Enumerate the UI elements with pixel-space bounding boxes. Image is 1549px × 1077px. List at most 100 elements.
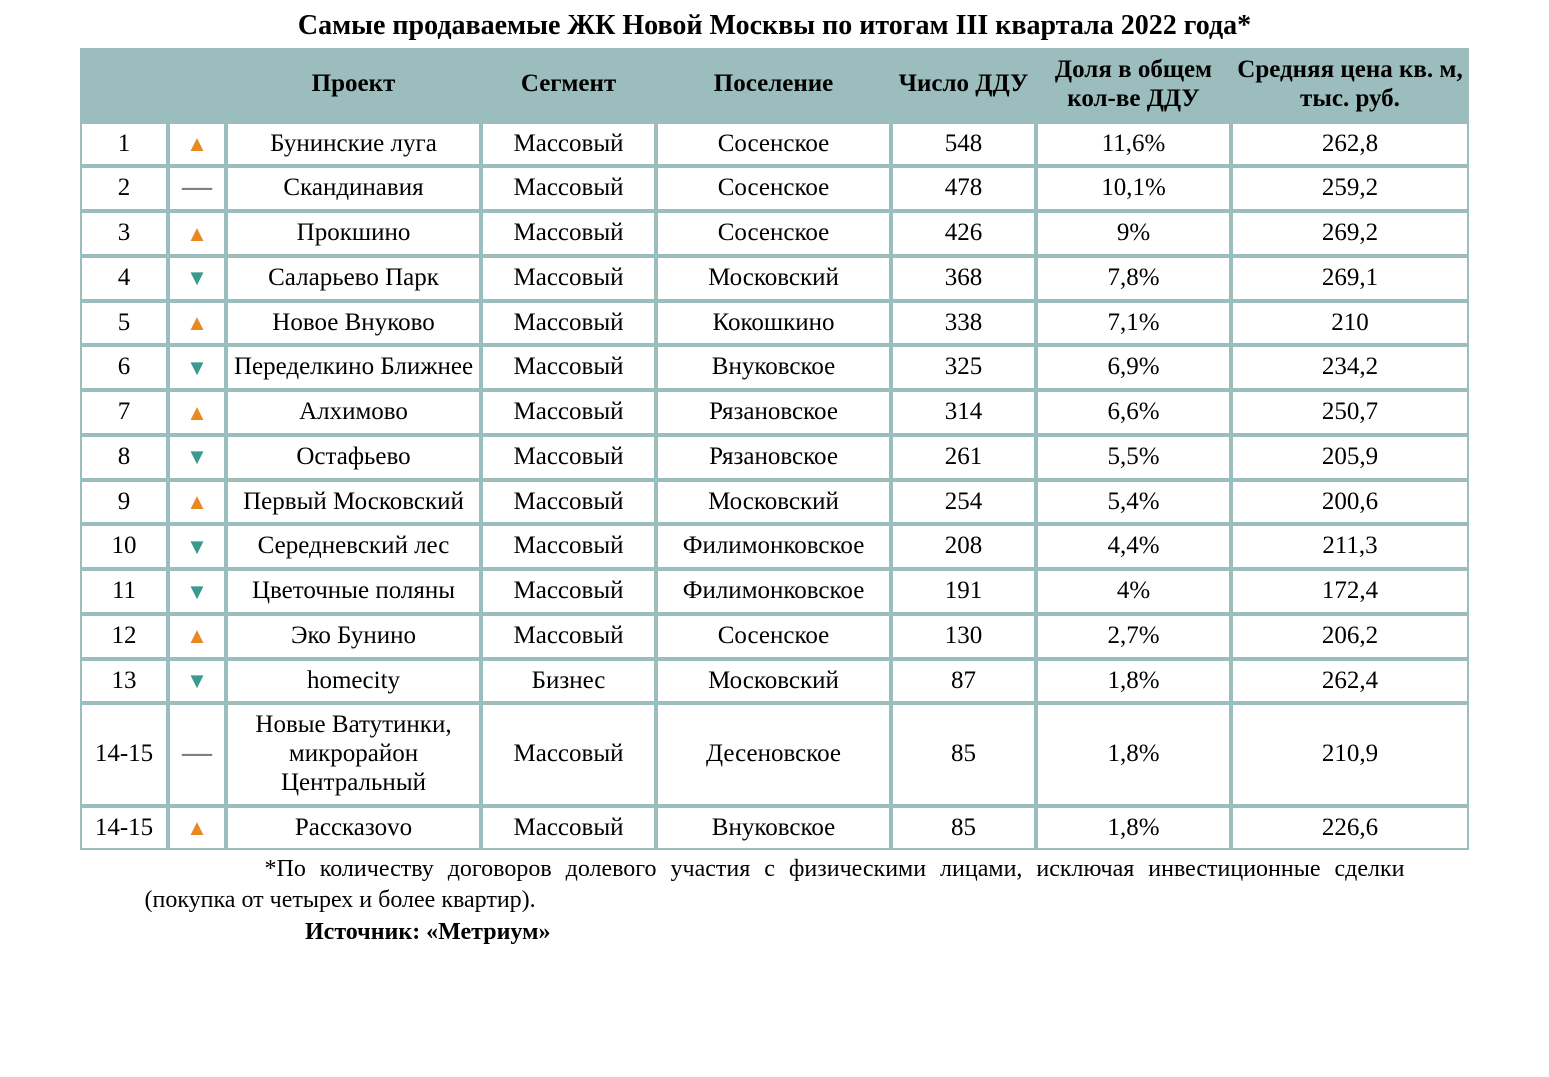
- cell-settlement: Сосенское: [656, 122, 891, 167]
- cell-project: Прокшино: [226, 211, 481, 256]
- table-row: 14-15—Новые Ватутинки, микрорайон Центра…: [80, 703, 1469, 805]
- cell-rank: 2: [80, 166, 168, 211]
- trend-up-icon: ▲: [186, 131, 208, 156]
- cell-settlement: Кокошкино: [656, 301, 891, 346]
- cell-rank: 3: [80, 211, 168, 256]
- cell-share: 7,1%: [1036, 301, 1231, 346]
- cell-price: 211,3: [1231, 524, 1469, 569]
- cell-price: 262,4: [1231, 659, 1469, 704]
- cell-share: 1,8%: [1036, 659, 1231, 704]
- cell-ddu: 85: [891, 703, 1036, 805]
- cell-rank: 4: [80, 256, 168, 301]
- cell-project: homecity: [226, 659, 481, 704]
- col-header-rank: [80, 48, 168, 122]
- cell-share: 6,9%: [1036, 345, 1231, 390]
- cell-ddu: 426: [891, 211, 1036, 256]
- cell-trend: ▲: [168, 122, 226, 167]
- cell-project: Скандинавия: [226, 166, 481, 211]
- cell-trend: ▲: [168, 390, 226, 435]
- cell-ddu: 478: [891, 166, 1036, 211]
- cell-share: 5,5%: [1036, 435, 1231, 480]
- cell-rank: 13: [80, 659, 168, 704]
- cell-project: Саларьево Парк: [226, 256, 481, 301]
- col-header-settlement: Поселение: [656, 48, 891, 122]
- col-header-project: Проект: [226, 48, 481, 122]
- cell-price: 205,9: [1231, 435, 1469, 480]
- cell-rank: 6: [80, 345, 168, 390]
- table-row: 4▼Саларьево ПаркМассовыйМосковский3687,8…: [80, 256, 1469, 301]
- cell-trend: ▼: [168, 435, 226, 480]
- trend-down-icon: ▼: [186, 668, 208, 693]
- cell-price: 234,2: [1231, 345, 1469, 390]
- cell-project: Первый Московский: [226, 480, 481, 525]
- cell-ddu: 261: [891, 435, 1036, 480]
- cell-ddu: 325: [891, 345, 1036, 390]
- cell-settlement: Московский: [656, 480, 891, 525]
- cell-settlement: Рязановское: [656, 390, 891, 435]
- table-row: 8▼ОстафьевоМассовыйРязановское2615,5%205…: [80, 435, 1469, 480]
- trend-same-icon: —: [182, 170, 212, 203]
- table-row: 7▲АлхимовоМассовыйРязановское3146,6%250,…: [80, 390, 1469, 435]
- col-header-trend: [168, 48, 226, 122]
- source-text: Источник: «Метриум»: [305, 919, 1529, 946]
- cell-trend: ▼: [168, 659, 226, 704]
- cell-rank: 11: [80, 569, 168, 614]
- cell-segment: Массовый: [481, 480, 656, 525]
- cell-rank: 9: [80, 480, 168, 525]
- trend-down-icon: ▼: [186, 444, 208, 469]
- col-header-segment: Сегмент: [481, 48, 656, 122]
- trend-up-icon: ▲: [186, 623, 208, 648]
- cell-rank: 5: [80, 301, 168, 346]
- table-row: 11▼Цветочные поляныМассовыйФилимонковско…: [80, 569, 1469, 614]
- cell-trend: ▲: [168, 806, 226, 851]
- cell-settlement: Московский: [656, 256, 891, 301]
- trend-up-icon: ▲: [186, 489, 208, 514]
- cell-project: Переделкино Ближнее: [226, 345, 481, 390]
- cell-trend: —: [168, 166, 226, 211]
- cell-settlement: Филимонковское: [656, 569, 891, 614]
- cell-share: 2,7%: [1036, 614, 1231, 659]
- cell-project: Эко Бунино: [226, 614, 481, 659]
- cell-project: Новое Внуково: [226, 301, 481, 346]
- cell-share: 10,1%: [1036, 166, 1231, 211]
- cell-share: 4,4%: [1036, 524, 1231, 569]
- cell-price: 200,6: [1231, 480, 1469, 525]
- cell-settlement: Сосенское: [656, 166, 891, 211]
- cell-share: 7,8%: [1036, 256, 1231, 301]
- cell-settlement: Сосенское: [656, 211, 891, 256]
- cell-price: 210,9: [1231, 703, 1469, 805]
- cell-price: 250,7: [1231, 390, 1469, 435]
- cell-project: Остафьево: [226, 435, 481, 480]
- trend-down-icon: ▼: [186, 579, 208, 604]
- cell-price: 226,6: [1231, 806, 1469, 851]
- table-title: Самые продаваемые ЖК Новой Москвы по ито…: [20, 10, 1529, 42]
- cell-trend: ▼: [168, 256, 226, 301]
- cell-project: Рассказоvо: [226, 806, 481, 851]
- cell-ddu: 548: [891, 122, 1036, 167]
- cell-project: Алхимово: [226, 390, 481, 435]
- table-row: 6▼Переделкино БлижнееМассовыйВнуковское3…: [80, 345, 1469, 390]
- trend-up-icon: ▲: [186, 310, 208, 335]
- cell-trend: ▼: [168, 345, 226, 390]
- cell-ddu: 191: [891, 569, 1036, 614]
- cell-trend: ▲: [168, 301, 226, 346]
- cell-price: 262,8: [1231, 122, 1469, 167]
- cell-price: 172,4: [1231, 569, 1469, 614]
- cell-settlement: Московский: [656, 659, 891, 704]
- cell-price: 259,2: [1231, 166, 1469, 211]
- col-header-ddu: Число ДДУ: [891, 48, 1036, 122]
- cell-rank: 10: [80, 524, 168, 569]
- cell-segment: Массовый: [481, 211, 656, 256]
- cell-trend: —: [168, 703, 226, 805]
- cell-rank: 8: [80, 435, 168, 480]
- table-row: 14-15▲РассказоvоМассовыйВнуковское851,8%…: [80, 806, 1469, 851]
- cell-project: Цветочные поляны: [226, 569, 481, 614]
- cell-segment: Массовый: [481, 345, 656, 390]
- table-row: 2—СкандинавияМассовыйСосенское47810,1%25…: [80, 166, 1469, 211]
- cell-segment: Бизнес: [481, 659, 656, 704]
- cell-trend: ▼: [168, 569, 226, 614]
- cell-settlement: Десеновское: [656, 703, 891, 805]
- trend-down-icon: ▼: [186, 265, 208, 290]
- col-header-price: Средняя цена кв. м,тыс. руб.: [1231, 48, 1469, 122]
- cell-share: 9%: [1036, 211, 1231, 256]
